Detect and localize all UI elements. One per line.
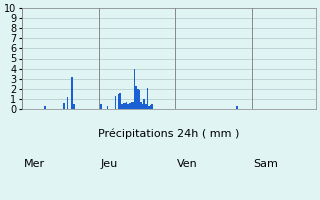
Bar: [139, 90, 140, 109]
Bar: [126, 102, 127, 109]
Text: Sam: Sam: [253, 159, 278, 169]
Bar: [73, 104, 75, 109]
Bar: [145, 104, 147, 109]
Bar: [121, 104, 123, 109]
Bar: [67, 97, 68, 109]
Bar: [236, 106, 237, 109]
Text: Mer: Mer: [24, 159, 45, 169]
Bar: [71, 77, 73, 109]
Bar: [100, 104, 102, 109]
Bar: [137, 89, 139, 109]
X-axis label: Précipitations 24h ( mm ): Précipitations 24h ( mm ): [98, 128, 240, 139]
Bar: [124, 103, 126, 109]
Bar: [107, 106, 108, 109]
Text: Jeu: Jeu: [100, 159, 117, 169]
Bar: [44, 106, 46, 109]
Bar: [129, 103, 131, 109]
Bar: [134, 69, 135, 109]
Bar: [135, 86, 137, 109]
Bar: [115, 96, 116, 109]
Bar: [119, 93, 121, 109]
Bar: [123, 103, 124, 109]
Text: Ven: Ven: [177, 159, 198, 169]
Bar: [131, 102, 132, 109]
Bar: [118, 94, 119, 109]
Bar: [140, 102, 142, 109]
Bar: [127, 104, 129, 109]
Bar: [132, 102, 134, 109]
Bar: [150, 105, 151, 109]
Bar: [151, 104, 153, 109]
Bar: [148, 106, 150, 109]
Bar: [143, 99, 145, 109]
Bar: [142, 104, 143, 109]
Bar: [147, 88, 148, 109]
Bar: [63, 103, 65, 109]
